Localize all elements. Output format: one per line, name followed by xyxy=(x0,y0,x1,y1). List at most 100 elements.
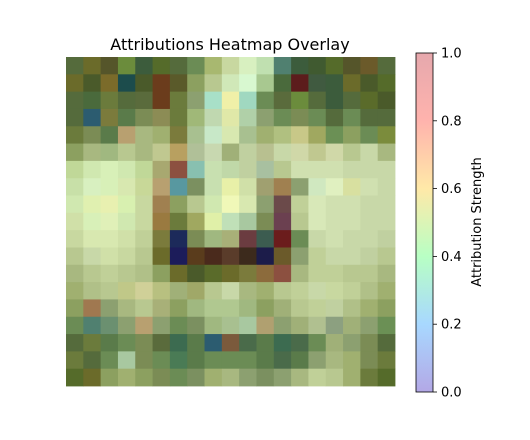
heatmap-cell xyxy=(343,160,361,179)
heatmap-cell xyxy=(291,299,309,318)
heatmap-cell xyxy=(204,247,223,266)
heatmap-cell xyxy=(291,334,309,352)
heatmap-cell xyxy=(117,230,136,248)
heatmap-cell xyxy=(239,91,257,110)
heatmap-cell xyxy=(273,230,292,248)
heatmap-cell xyxy=(221,160,240,179)
heatmap-cell xyxy=(152,212,171,231)
heatmap-cell xyxy=(308,368,327,387)
heatmap-cell xyxy=(325,57,344,75)
heatmap-cell xyxy=(377,230,396,248)
heatmap-cell xyxy=(117,160,136,179)
heatmap-cell xyxy=(377,334,396,352)
heatmap-cell xyxy=(152,351,171,370)
heatmap-cell xyxy=(221,230,240,248)
heatmap-cell xyxy=(325,126,344,144)
heatmap-cell xyxy=(256,143,275,162)
heatmap-cell xyxy=(308,212,327,231)
heatmap-cell xyxy=(152,316,171,335)
heatmap-cell xyxy=(83,247,102,266)
heatmap-cell xyxy=(239,57,257,75)
heatmap-cell xyxy=(377,264,396,283)
heatmap-cell xyxy=(273,126,292,144)
heatmap-cell xyxy=(308,178,327,196)
heatmap-cell xyxy=(169,368,188,387)
heatmap-cell xyxy=(325,195,344,214)
heatmap-cell xyxy=(256,74,275,93)
heatmap-cell xyxy=(343,230,361,248)
heatmap-cell xyxy=(291,282,309,300)
heatmap-cell xyxy=(273,264,292,283)
heatmap-cell xyxy=(152,264,171,283)
heatmap-cell xyxy=(117,247,136,266)
heatmap-cell xyxy=(152,57,171,75)
heatmap-cell xyxy=(169,74,188,93)
heatmap-cell xyxy=(221,57,240,75)
heatmap-cell xyxy=(308,334,327,352)
heatmap-cell xyxy=(343,368,361,387)
heatmap-cell xyxy=(273,247,292,266)
heatmap-cell xyxy=(66,91,84,110)
heatmap-cell xyxy=(360,334,379,352)
heatmap-cell xyxy=(221,282,240,300)
heatmap-cell xyxy=(291,126,309,144)
heatmap-cell xyxy=(152,143,171,162)
heatmap-cell xyxy=(325,282,344,300)
heatmap-cell xyxy=(83,368,102,387)
heatmap-cell xyxy=(221,178,240,196)
heatmap-cell xyxy=(100,351,119,370)
heatmap-cell xyxy=(239,126,257,144)
heatmap-cell xyxy=(152,247,171,266)
heatmap-cell xyxy=(83,160,102,179)
heatmap-cell xyxy=(308,74,327,93)
heatmap-cell xyxy=(325,247,344,266)
heatmap-cell xyxy=(360,299,379,318)
heatmap-cell xyxy=(239,264,257,283)
heatmap-cell xyxy=(273,299,292,318)
heatmap-cell xyxy=(256,126,275,144)
heatmap-cell xyxy=(273,368,292,387)
heatmap-cell xyxy=(169,334,188,352)
heatmap-cell xyxy=(66,57,84,75)
heatmap-cell xyxy=(291,316,309,335)
heatmap-cell xyxy=(291,195,309,214)
heatmap-cell xyxy=(204,368,223,387)
heatmap-cell xyxy=(135,195,153,214)
heatmap-cell xyxy=(66,195,84,214)
heatmap-cell xyxy=(291,178,309,196)
heatmap-cell xyxy=(239,368,257,387)
heatmap-cell xyxy=(187,247,205,266)
heatmap-cell xyxy=(100,57,119,75)
heatmap-cell xyxy=(256,368,275,387)
heatmap-cell xyxy=(360,178,379,196)
heatmap-cell xyxy=(239,316,257,335)
heatmap-cell xyxy=(135,178,153,196)
heatmap-cell xyxy=(325,91,344,110)
heatmap-cell xyxy=(291,230,309,248)
heatmap-cell xyxy=(256,212,275,231)
heatmap-cell xyxy=(325,160,344,179)
heatmap-cell xyxy=(291,74,309,93)
heatmap-cell xyxy=(256,316,275,335)
heatmap-cell xyxy=(187,212,205,231)
heatmap-cell xyxy=(83,212,102,231)
heatmap-cell xyxy=(221,212,240,231)
heatmap-cell xyxy=(256,351,275,370)
heatmap-cell xyxy=(117,264,136,283)
heatmap-cell xyxy=(360,247,379,266)
heatmap-cell xyxy=(135,57,153,75)
heatmap-cell xyxy=(239,195,257,214)
heatmap-cell xyxy=(152,195,171,214)
heatmap-cell xyxy=(135,264,153,283)
heatmap-cell xyxy=(343,212,361,231)
heatmap-cell xyxy=(187,143,205,162)
heatmap-cell xyxy=(117,143,136,162)
heatmap-cell xyxy=(377,74,396,93)
heatmap-cell xyxy=(325,264,344,283)
heatmap-cell xyxy=(273,212,292,231)
heatmap-cell xyxy=(291,91,309,110)
heatmap-cell xyxy=(325,108,344,127)
heatmap-cell xyxy=(117,212,136,231)
heatmap-cell xyxy=(187,316,205,335)
heatmap-cell xyxy=(377,178,396,196)
